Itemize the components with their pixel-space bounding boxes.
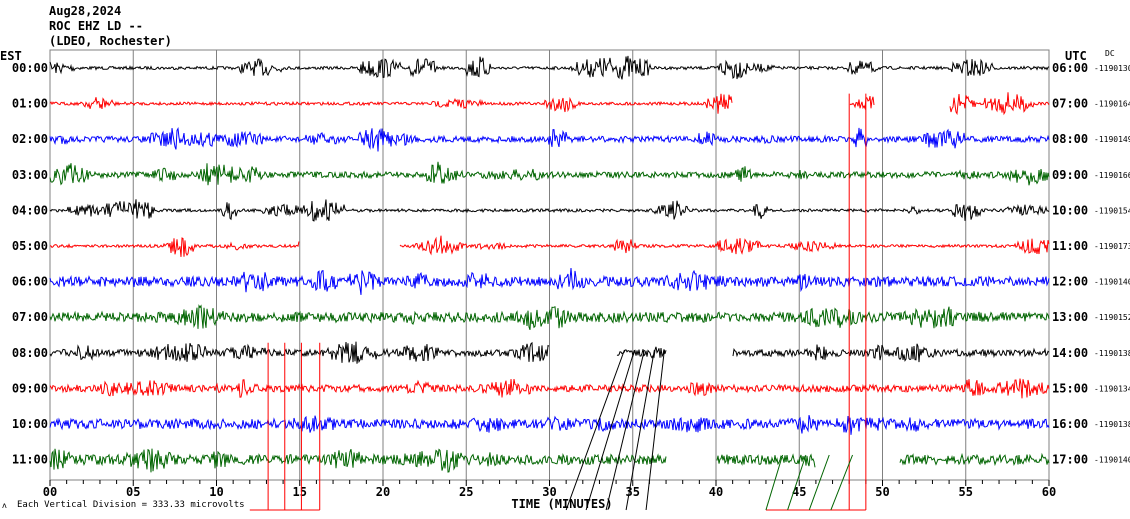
right-timezone: UTC <box>1065 49 1087 63</box>
transient-line <box>645 349 665 511</box>
row-label-utc: 14:00 <box>1052 346 1088 360</box>
row-dc-offset: -1190164 <box>1094 100 1130 109</box>
row-label-est: 08:00 <box>12 346 48 360</box>
row-dc-offset: -1190140 <box>1094 456 1130 465</box>
x-axis-title: TIME (MINUTES) <box>511 497 612 511</box>
row-label-est: 06:00 <box>12 275 48 289</box>
row-label-est: 00:00 <box>12 61 48 75</box>
trace-row <box>49 235 1050 257</box>
row-label-est: 11:00 <box>12 453 48 467</box>
row-label-est: 03:00 <box>12 168 48 182</box>
network-label: (LDEO, Rochester) <box>49 34 172 48</box>
row-label-est: 02:00 <box>12 132 48 146</box>
trace-row <box>49 92 1050 116</box>
dc-header: DC <box>1105 49 1115 58</box>
transient-line <box>808 454 830 511</box>
trace-row <box>49 448 1050 473</box>
row-dc-offset: -1190138 <box>1094 420 1130 429</box>
trace-row <box>49 378 1050 399</box>
row-label-utc: 08:00 <box>1052 132 1088 146</box>
transient-line <box>765 454 784 511</box>
trace-row <box>49 199 1050 222</box>
transient-line <box>605 349 645 511</box>
x-tick-label: 05 <box>126 485 140 499</box>
x-tick-label: 30 <box>542 485 556 499</box>
scale-note: Each Vertical Division = 333.33 microvol… <box>17 500 245 510</box>
row-dc-offset: -1190152 <box>1094 313 1130 322</box>
row-dc-offset: -1190134 <box>1094 384 1130 393</box>
row-label-utc: 17:00 <box>1052 453 1088 467</box>
trace-row <box>49 414 1050 435</box>
x-tick-label: 45 <box>792 485 806 499</box>
row-label-est: 07:00 <box>12 310 48 324</box>
transient-line <box>830 454 853 511</box>
x-tick-label: 60 <box>1042 485 1056 499</box>
trace-row <box>49 341 1050 364</box>
transient-line <box>565 349 625 511</box>
row-dc-offset: -1190154 <box>1094 206 1130 215</box>
x-tick-label: 35 <box>626 485 640 499</box>
row-dc-offset: -1190140 <box>1094 278 1130 287</box>
row-label-utc: 09:00 <box>1052 168 1088 182</box>
row-label-utc: 07:00 <box>1052 97 1088 111</box>
row-label-utc: 10:00 <box>1052 203 1088 217</box>
row-label-utc: 11:00 <box>1052 239 1088 253</box>
x-tick-label: 50 <box>875 485 889 499</box>
row-label-utc: 15:00 <box>1052 381 1088 395</box>
left-timezone: EST <box>0 49 22 63</box>
row-dc-offset: -1190173 <box>1094 242 1130 251</box>
x-tick-label: 10 <box>209 485 223 499</box>
trace-row <box>49 267 1050 295</box>
row-label-est: 01:00 <box>12 97 48 111</box>
x-tick-label: 00 <box>43 485 57 499</box>
row-dc-offset: -1190138 <box>1094 349 1130 358</box>
x-tick-label: 25 <box>459 485 473 499</box>
corner-mark: ʌ <box>2 501 7 510</box>
trace-row <box>49 304 1050 330</box>
row-label-utc: 12:00 <box>1052 275 1088 289</box>
transient-line <box>585 349 635 511</box>
transient-line <box>625 349 655 511</box>
row-label-utc: 13:00 <box>1052 310 1088 324</box>
trace-row <box>49 126 1050 152</box>
row-label-est: 04:00 <box>12 203 48 217</box>
x-tick-label: 55 <box>959 485 973 499</box>
x-tick-label: 20 <box>376 485 390 499</box>
row-label-utc: 16:00 <box>1052 417 1088 431</box>
x-tick-label: 40 <box>709 485 723 499</box>
row-label-est: 10:00 <box>12 417 48 431</box>
date-label: Aug28,2024 <box>49 4 122 18</box>
transient-line <box>787 454 807 511</box>
station-label: ROC EHZ LD -- <box>49 19 143 33</box>
trace-row <box>49 55 1050 80</box>
row-dc-offset: -1190166 <box>1094 171 1130 180</box>
row-label-est: 05:00 <box>12 239 48 253</box>
row-label-utc: 06:00 <box>1052 61 1088 75</box>
row-dc-offset: -1190149 <box>1094 135 1130 144</box>
x-tick-label: 15 <box>293 485 307 499</box>
row-dc-offset: -1190130 <box>1094 64 1130 73</box>
row-label-est: 09:00 <box>12 381 48 395</box>
trace-row <box>49 161 1050 186</box>
